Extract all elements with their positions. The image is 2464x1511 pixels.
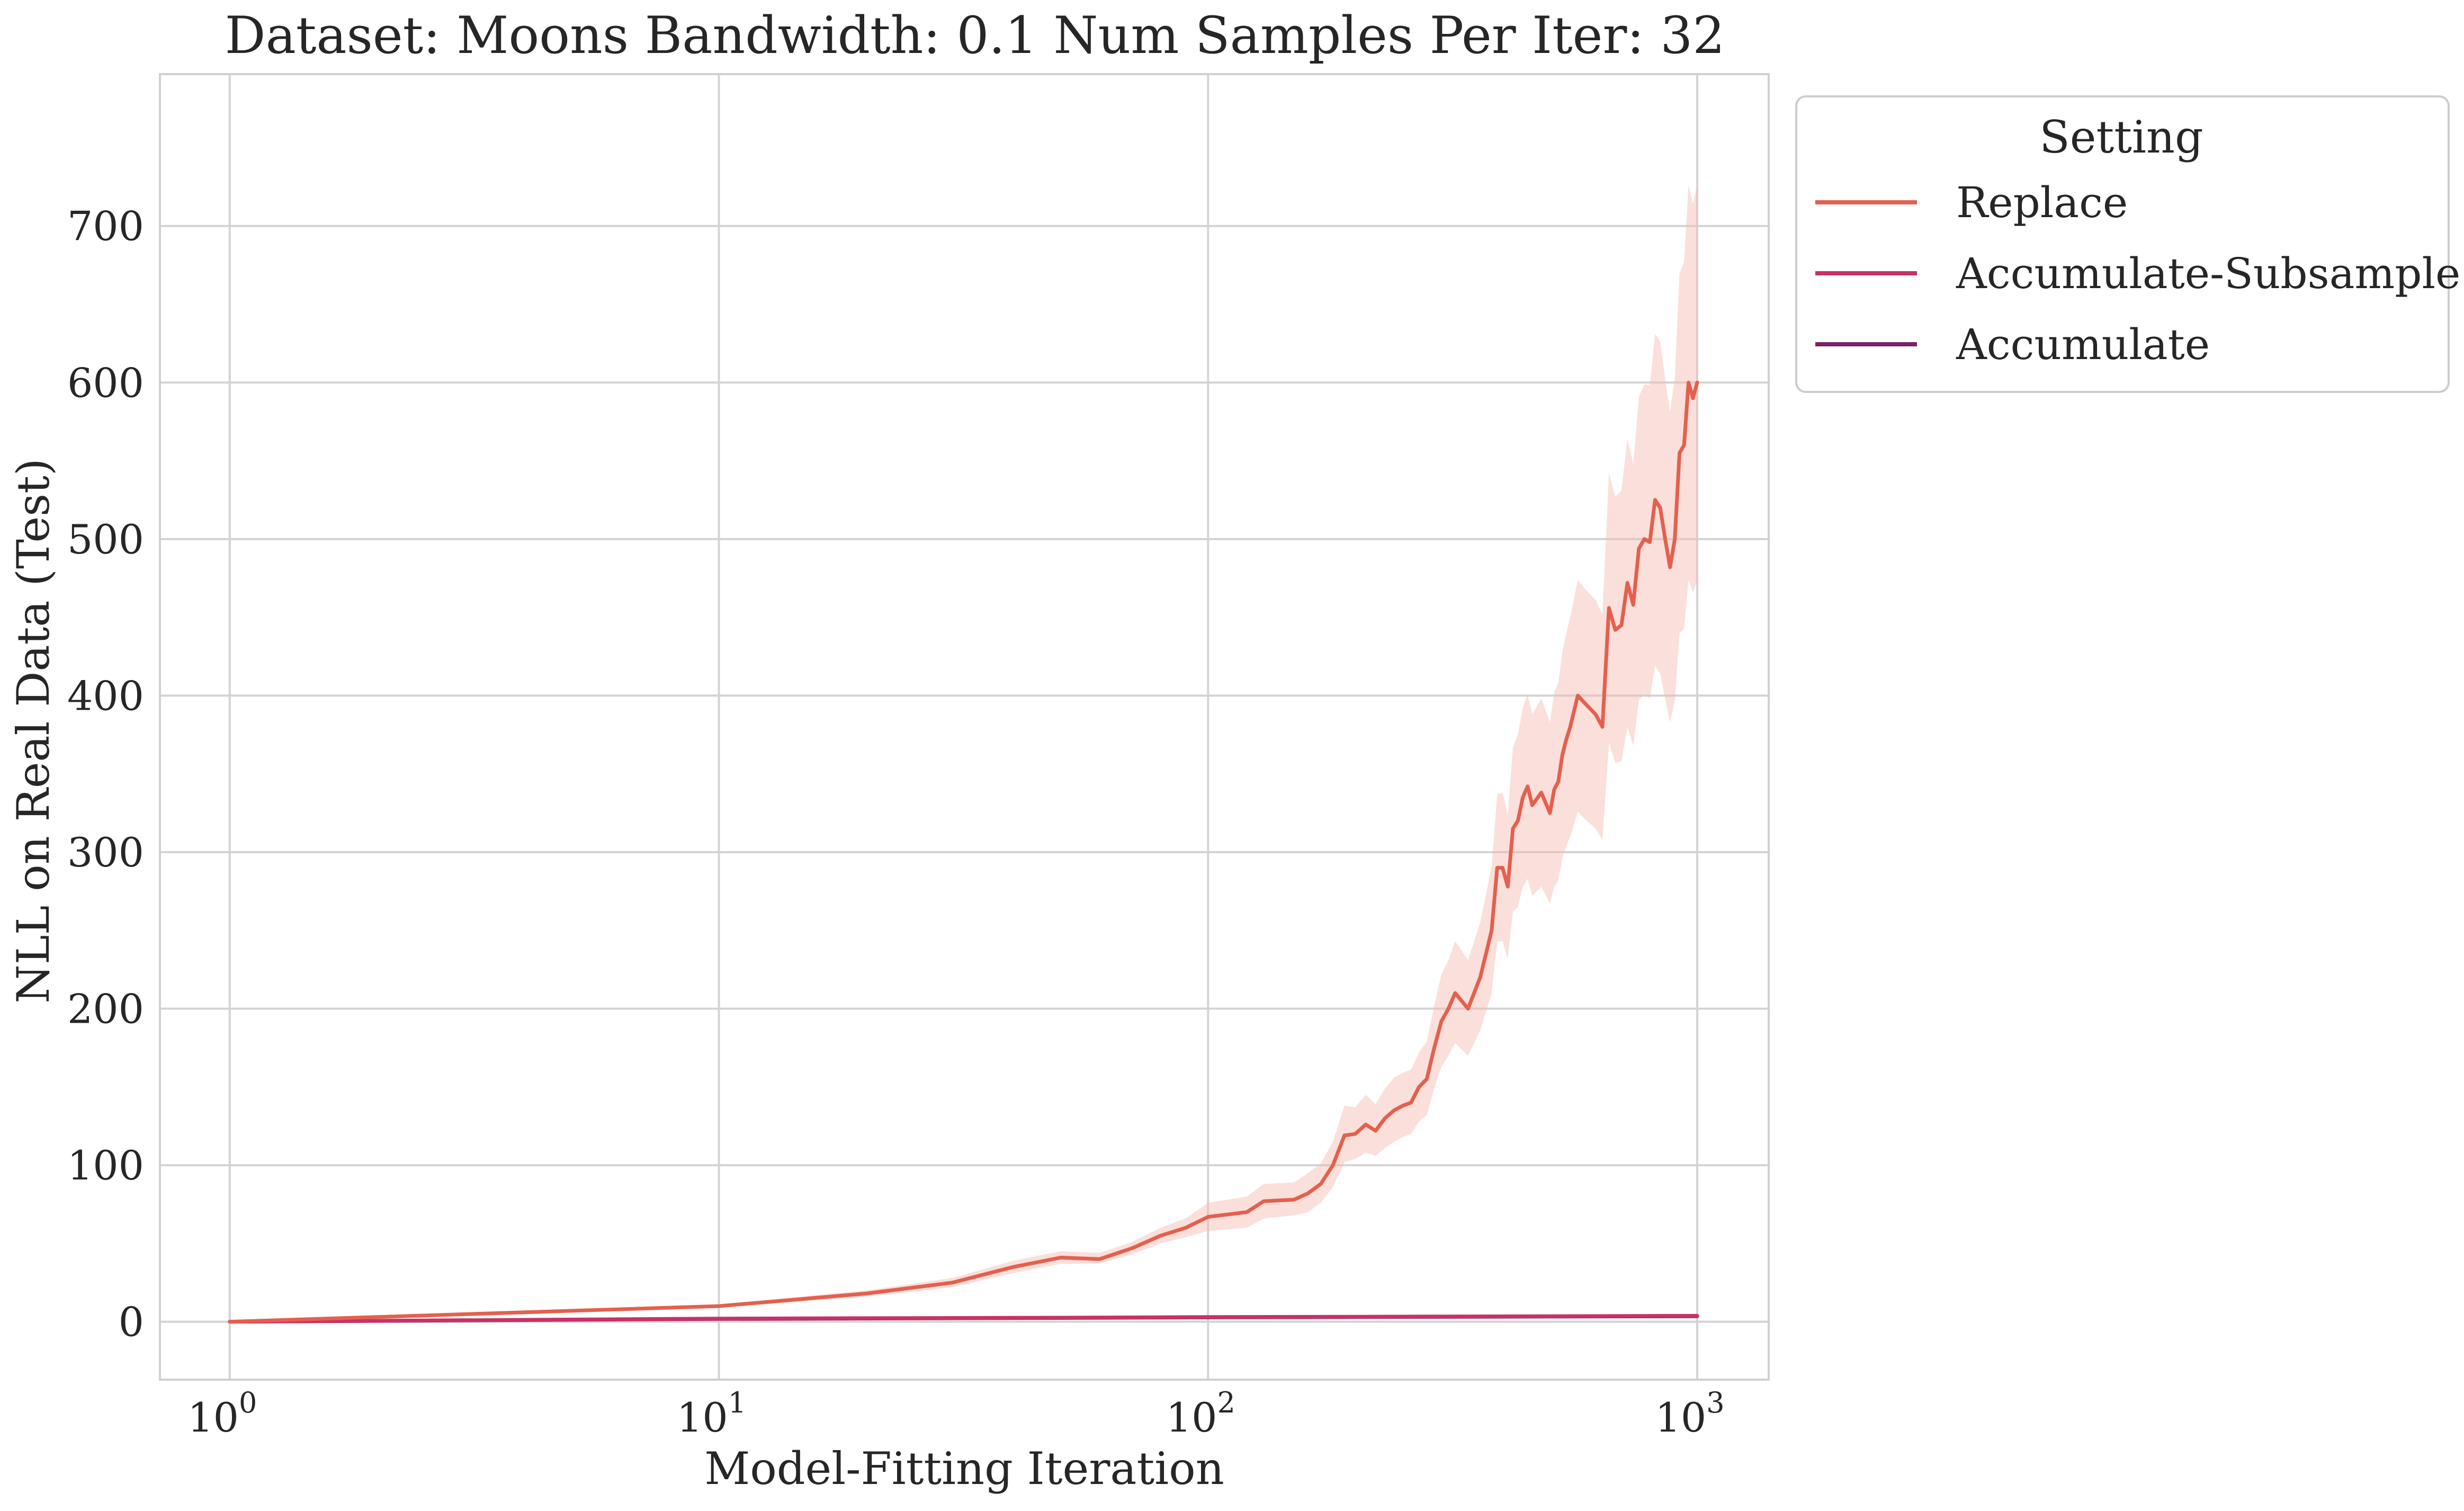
y-tick-label: 400 xyxy=(67,672,144,719)
y-tick-label: 200 xyxy=(67,986,144,1033)
x-tick-label: 103 xyxy=(1655,1386,1724,1441)
series-line-accumulate-subsample xyxy=(228,1313,1699,1324)
legend-label: Replace xyxy=(1956,178,2128,227)
x-axis-label: Model-Fitting Iteration xyxy=(704,1443,1224,1495)
chart-title: Dataset: Moons Bandwidth: 0.1 Num Sample… xyxy=(225,6,1725,65)
y-axis-label: NLL on Real Data (Test) xyxy=(7,458,59,1003)
y-tick-label: 0 xyxy=(119,1299,144,1346)
legend: Setting Replace Accumulate-Subsample Accum… xyxy=(1795,95,2460,393)
legend-label: Accumulate-Subsample xyxy=(1956,249,2460,298)
y-tick-label: 700 xyxy=(67,203,144,250)
x-tick-label: 101 xyxy=(677,1386,746,1441)
y-tick-label: 300 xyxy=(67,829,144,876)
plot-frame xyxy=(159,73,1770,1381)
legend-label: Accumulate xyxy=(1956,320,2210,369)
x-tick-label: 102 xyxy=(1166,1386,1235,1441)
tick-labels: 0 100 200 300 400 500 600 700 100 101 102 103 xyxy=(67,203,1725,1441)
y-tick-label: 500 xyxy=(67,516,144,563)
legend-box xyxy=(1795,95,2450,393)
x-tick-label: 100 xyxy=(187,1386,257,1441)
y-tick-label: 100 xyxy=(67,1142,144,1189)
series-line-replace xyxy=(228,380,1699,1324)
series-layer xyxy=(228,183,1699,1324)
legend-title: Setting xyxy=(2039,111,2203,163)
y-tick-label: 600 xyxy=(67,359,144,406)
grid-lines xyxy=(160,74,1769,1380)
